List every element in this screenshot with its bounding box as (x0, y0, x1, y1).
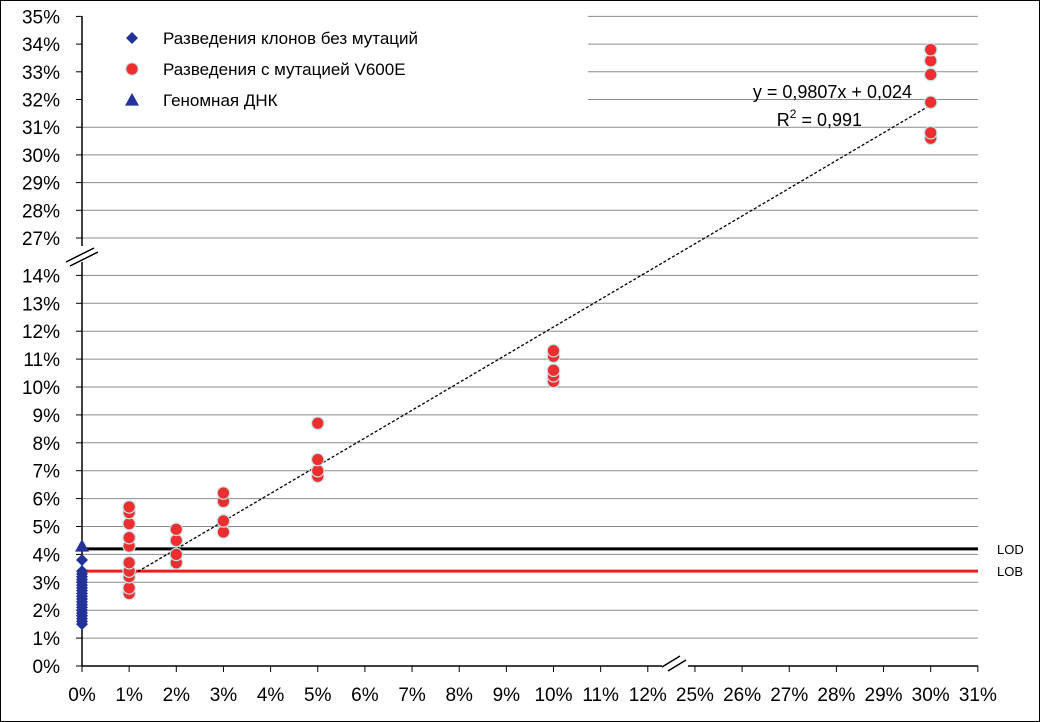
v600e-point (169, 522, 184, 537)
no-mutation-point (76, 565, 88, 578)
reference-label-lob: LOB (997, 564, 1023, 579)
v600e-point (216, 486, 231, 500)
x-tick-label: 11% (582, 685, 619, 706)
x-tick-label: 28% (817, 685, 855, 706)
y-tick-label: 28% (22, 201, 60, 222)
x-tick-label: 8% (445, 685, 473, 706)
y-tick-label: 9% (33, 406, 61, 427)
no-mutation-point (76, 553, 88, 566)
legend-background (110, 24, 580, 120)
x-tick-label: 6% (351, 685, 379, 706)
y-tick-label: 11% (23, 350, 60, 371)
y-tick-label: 3% (33, 573, 61, 594)
trendline (128, 104, 932, 578)
x-tick-label: 7% (398, 685, 426, 706)
y-tick-label: 2% (33, 601, 61, 622)
v600e-point (923, 125, 938, 140)
x-tick-label: 27% (770, 685, 808, 706)
x-tick-label: 4% (257, 685, 285, 706)
legend-entry: Геномная ДНК (163, 91, 278, 110)
v600e-point (310, 416, 325, 431)
legend-entry: Разведения с мутацией V600E (163, 60, 406, 79)
x-tick-label: 3% (210, 685, 238, 706)
y-tick-label: 1% (33, 629, 61, 650)
v600e-point (923, 42, 938, 57)
v600e-point (546, 343, 561, 358)
y-tick-label: 8% (33, 434, 61, 455)
y-tick-label: 12% (22, 322, 60, 343)
v600e-point (216, 525, 231, 539)
y-tick-label: 29% (22, 174, 60, 195)
y-tick-label: 14% (22, 266, 60, 287)
y-tick-label: 10% (22, 378, 60, 399)
legend-marker (125, 62, 139, 76)
y-tick-label: 6% (33, 490, 61, 511)
y-tick-label: 34% (22, 35, 60, 56)
v600e-point (923, 67, 938, 82)
v600e-point (122, 581, 136, 595)
x-tick-label: 29% (865, 685, 903, 706)
x-tick-label: 10% (534, 685, 572, 706)
y-tick-label: 32% (22, 91, 60, 112)
y-tick-label: 5% (33, 518, 61, 539)
v600e-point (122, 516, 136, 531)
v600e-point (122, 530, 136, 545)
v600e-point (310, 463, 325, 478)
legend-marker (126, 32, 138, 44)
y-tick-label: 27% (22, 229, 60, 250)
x-axis-break-gap (662, 652, 688, 674)
v600e-point (169, 533, 184, 548)
y-tick-label: 31% (22, 118, 60, 139)
v600e-point (169, 547, 184, 562)
x-tick-label: 30% (912, 685, 950, 706)
trendline-equation: y = 0,9807x + 0,024 (753, 82, 912, 102)
x-tick-label: 25% (676, 685, 714, 706)
trendline-r2: R2 = 0,991 (777, 107, 862, 130)
v600e-point (122, 555, 136, 570)
legend-entry: Разведения клонов без мутаций (163, 29, 418, 48)
y-tick-label: 13% (22, 294, 60, 315)
x-tick-label: 31% (959, 685, 997, 706)
v600e-point (122, 500, 136, 514)
y-tick-label: 4% (33, 545, 61, 566)
y-tick-label: 0% (33, 657, 61, 678)
v600e-point (546, 363, 561, 378)
genomic-dna-point (75, 539, 89, 552)
x-axis-break-mark (661, 655, 681, 668)
x-tick-label: 12% (629, 685, 667, 706)
reference-label-lod: LOD (997, 542, 1024, 557)
x-tick-label: 26% (723, 685, 761, 706)
y-tick-label: 35% (22, 7, 60, 28)
y-tick-label: 7% (33, 462, 61, 483)
legend-marker (125, 93, 139, 106)
y-axis-break-mark (69, 251, 99, 267)
v600e-point (216, 514, 231, 528)
v600e-point (310, 452, 325, 467)
x-axis-break-mark (667, 659, 687, 672)
x-tick-label: 0% (68, 685, 96, 706)
x-tick-label: 1% (115, 685, 143, 706)
y-tick-label: 30% (22, 146, 60, 167)
y-axis-break-mark (65, 247, 95, 263)
v600e-point (923, 95, 938, 110)
y-tick-label: 33% (22, 63, 60, 84)
x-tick-label: 5% (304, 685, 332, 706)
x-tick-label: 2% (163, 685, 191, 706)
x-tick-label: 9% (493, 685, 521, 706)
